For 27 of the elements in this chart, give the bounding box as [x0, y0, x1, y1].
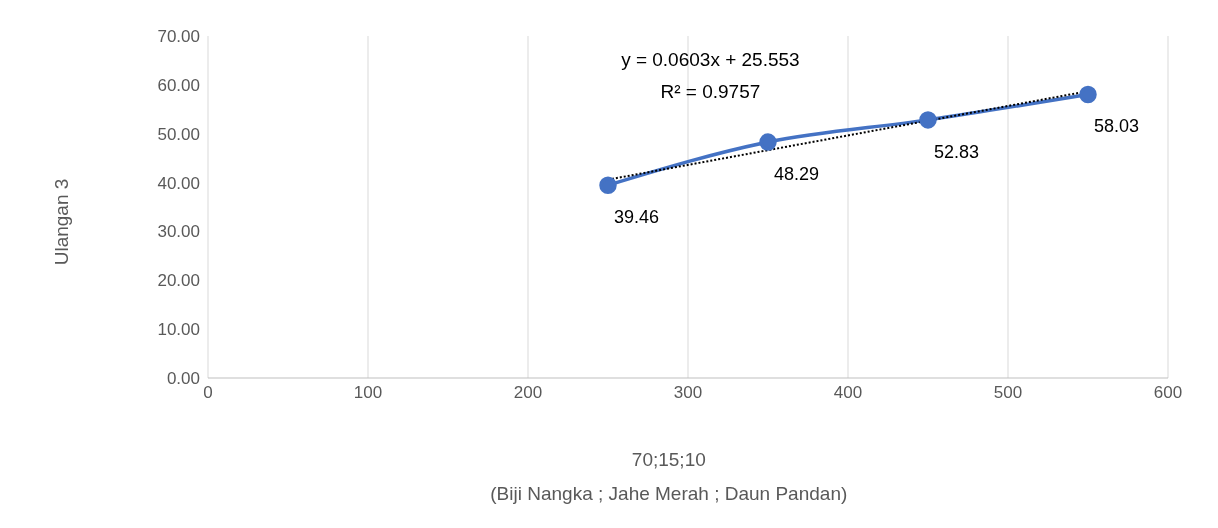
y-tick-label: 10.00: [157, 320, 200, 340]
y-tick-label: 0.00: [166, 369, 200, 389]
annotation: R² = 0.9757: [660, 81, 761, 102]
y-tick-label: 30.00: [157, 222, 200, 242]
x-tick-label: 300: [673, 383, 703, 403]
y-tick-label: 60.00: [157, 75, 200, 95]
point: [759, 133, 777, 151]
point: [919, 111, 937, 129]
point: [599, 176, 617, 194]
x-tick-label: 100: [353, 383, 383, 403]
x-axis-title: 70;15;10 (Biji Nangka ; Jahe Merah ; Daun Pandan): [490, 449, 848, 504]
x-tick-label: 400: [833, 383, 863, 403]
y-tick-label: 50.00: [157, 124, 200, 144]
y-tick-label: 40.00: [157, 173, 200, 193]
data-label: 52.83: [934, 141, 980, 162]
x-tick-label: 500: [993, 383, 1023, 403]
y-tick-label: 70.00: [157, 27, 200, 47]
data-label: 58.03: [1094, 116, 1140, 137]
annotation: y = 0.0603x + 25.553: [621, 49, 800, 70]
data-label: 39.46: [614, 207, 660, 228]
y-axis-title: Ulangan 3: [51, 178, 72, 266]
y-tick-label: 20.00: [157, 271, 200, 291]
x-tick-label: 200: [513, 383, 543, 403]
point: [1079, 85, 1097, 104]
x-tick-label: 600: [1153, 383, 1183, 403]
x-tick-label: 0: [203, 383, 213, 403]
data-label: 48.29: [774, 164, 820, 185]
